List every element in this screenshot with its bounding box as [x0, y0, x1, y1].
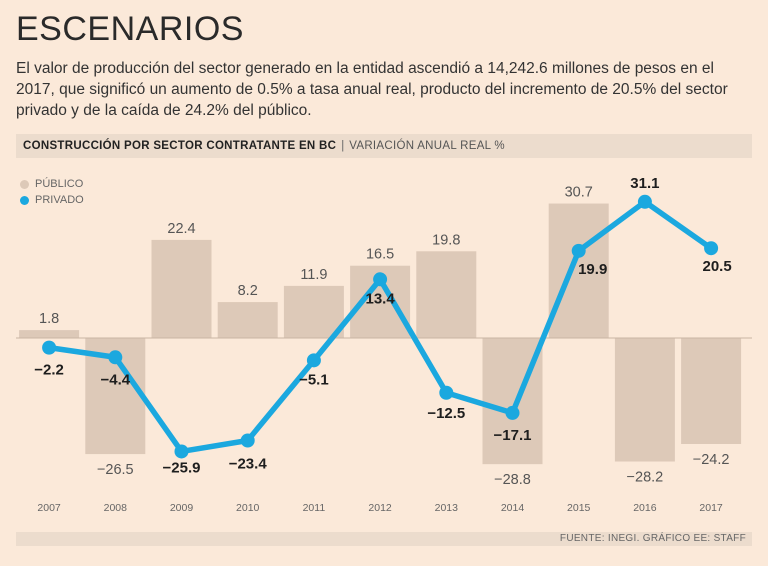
label-publico-2010: 8.2: [238, 283, 258, 299]
chart-subhead: CONSTRUCCIÓN POR SECTOR CONTRATANTE EN B…: [16, 134, 752, 158]
x-tick-2007: 2007: [37, 502, 61, 514]
bar-publico-2009: [151, 239, 212, 338]
legend-swatch-publico: [20, 179, 29, 189]
label-privado-2016: 31.1: [630, 175, 659, 192]
chart-subtitle: VARIACIÓN ANUAL REAL %: [349, 140, 505, 152]
label-publico-2016: −28.2: [627, 470, 664, 486]
point-privado-2013: [439, 385, 454, 400]
x-tick-2015: 2015: [567, 502, 591, 514]
point-privado-2017: [704, 241, 719, 256]
legend-swatch-privado: [20, 195, 29, 205]
label-publico-2008: −26.5: [97, 462, 134, 478]
point-privado-2011: [306, 353, 321, 368]
bar-publico-2017: [681, 338, 742, 444]
source-text: FUENTE: INEGI. GRÁFICO EE: STAFF: [559, 533, 746, 544]
x-tick-2011: 2011: [303, 502, 326, 514]
label-privado-2008: −4.4: [100, 371, 130, 388]
x-tick-2014: 2014: [501, 502, 525, 514]
label-publico-2009: 22.4: [167, 221, 195, 237]
point-privado-2015: [571, 243, 586, 258]
label-privado-2009: −25.9: [163, 459, 201, 476]
label-privado-2007: −2.2: [34, 362, 64, 379]
legend-item-publico: PÚBLICO: [20, 176, 84, 192]
x-tick-2010: 2010: [236, 502, 260, 514]
label-privado-2017: 20.5: [702, 258, 731, 275]
label-publico-2011: 11.9: [300, 267, 327, 283]
legend-item-privado: PRIVADO: [20, 192, 84, 208]
label-publico-2017: −24.2: [693, 452, 730, 468]
point-privado-2007: [42, 340, 57, 355]
bar-publico-2015: [548, 203, 609, 338]
legend-label-privado: PRIVADO: [35, 194, 84, 206]
label-publico-2013: 19.8: [432, 232, 460, 248]
bar-publico-2007: [19, 330, 80, 338]
chart-legend: PÚBLICO PRIVADO: [20, 176, 84, 208]
x-tick-2017: 2017: [699, 502, 723, 514]
point-privado-2008: [108, 350, 123, 365]
label-publico-2007: 1.8: [39, 311, 59, 327]
chart-title: CONSTRUCCIÓN POR SECTOR CONTRATANTE EN B…: [23, 140, 337, 152]
x-tick-2009: 2009: [170, 502, 194, 514]
source-bar: FUENTE: INEGI. GRÁFICO EE: STAFF: [16, 532, 752, 546]
label-privado-2014: −17.1: [494, 427, 532, 444]
label-publico-2015: 30.7: [565, 185, 593, 201]
point-privado-2012: [373, 272, 388, 287]
x-tick-2008: 2008: [104, 502, 128, 514]
x-tick-2013: 2013: [435, 502, 459, 514]
bar-publico-2011: [283, 285, 344, 338]
bar-publico-2010: [217, 302, 278, 338]
legend-label-publico: PÚBLICO: [35, 178, 84, 190]
bar-publico-2016: [614, 338, 675, 462]
label-publico-2014: −28.8: [494, 472, 531, 488]
bar-publico-2013: [416, 251, 477, 338]
label-privado-2012: 13.4: [365, 290, 395, 307]
point-privado-2009: [174, 444, 189, 459]
lede-paragraph: El valor de producción del sector genera…: [16, 60, 728, 119]
point-privado-2016: [637, 194, 652, 209]
x-tick-2012: 2012: [368, 502, 392, 514]
label-privado-2011: −5.1: [299, 371, 329, 388]
label-publico-2012: 16.5: [366, 247, 394, 263]
x-tick-2016: 2016: [633, 502, 657, 514]
point-privado-2014: [505, 405, 520, 420]
subhead-separator: |: [341, 140, 345, 152]
page-title: ESCENARIOS: [16, 10, 244, 48]
label-privado-2015: 19.9: [578, 261, 607, 278]
label-privado-2010: −23.4: [229, 455, 268, 472]
point-privado-2010: [240, 433, 255, 448]
label-privado-2013: −12.5: [427, 405, 465, 422]
